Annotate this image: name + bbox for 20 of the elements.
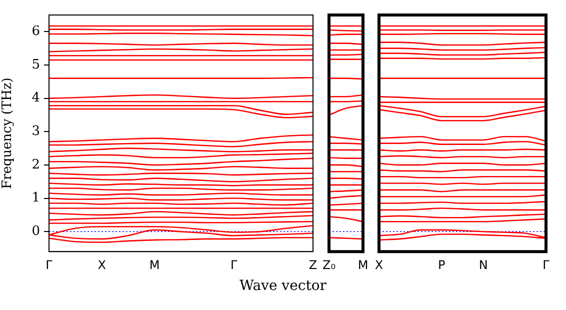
x-tick-label: X — [374, 258, 384, 272]
x-tick-label: Γ — [46, 258, 53, 272]
x-tick-label: Γ — [230, 258, 238, 272]
x-tick-label: N — [478, 258, 488, 272]
x-axis-title: Wave vector — [238, 278, 328, 294]
x-tick-label: M — [358, 258, 368, 272]
y-tick-label: 4 — [32, 90, 40, 106]
x-tick-label: Z₀ — [322, 258, 336, 272]
y-tick-label: 5 — [32, 57, 40, 72]
x-tick-label: Z — [308, 258, 318, 272]
y-tick-label: 6 — [32, 24, 40, 40]
y-axis-title: Frequency (THz) — [0, 78, 16, 190]
x-tick-label: Γ — [542, 258, 550, 272]
y-tick-label: 1 — [32, 190, 40, 206]
y-tick-label: 0 — [32, 224, 40, 239]
y-tick-label: 3 — [32, 124, 40, 140]
x-tick-label: X — [98, 258, 106, 272]
x-tick-label: P — [438, 258, 446, 272]
x-tick-label: M — [149, 258, 160, 272]
y-tick-label: 2 — [32, 157, 40, 172]
